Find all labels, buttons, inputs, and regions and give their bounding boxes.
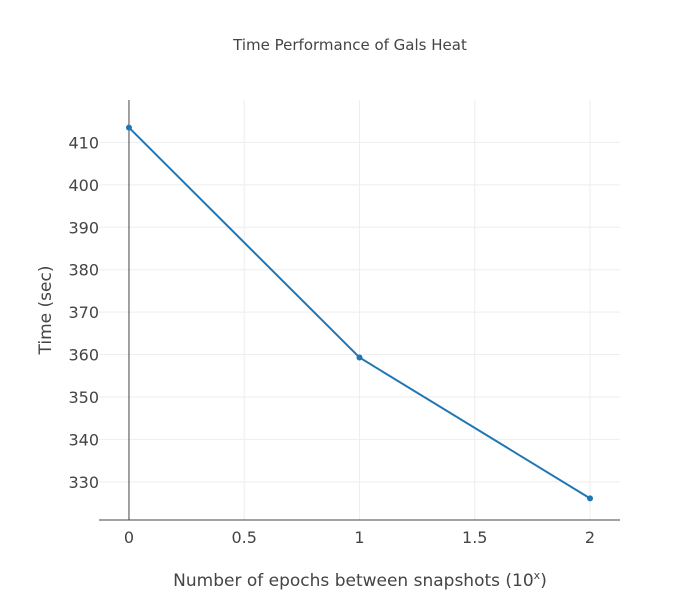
x-tick-label: 0 <box>124 528 134 547</box>
x-axis-title-suffix: ) <box>540 571 547 591</box>
x-tick-label: 2 <box>585 528 595 547</box>
y-tick-label: 370 <box>68 303 99 322</box>
x-tick-label: 1.5 <box>462 528 487 547</box>
y-tick-label: 360 <box>68 346 99 365</box>
x-tick-label: 0.5 <box>232 528 257 547</box>
y-tick-label: 390 <box>68 218 99 237</box>
data-point[interactable] <box>125 124 132 131</box>
y-axis-title: Time (sec) <box>36 266 56 356</box>
data-point[interactable] <box>356 354 363 361</box>
x-axis-title-main: Number of epochs between snapshots (10 <box>173 571 534 591</box>
y-tick-label: 400 <box>68 176 99 195</box>
x-axis-title: Number of epochs between snapshots (10x) <box>173 569 547 591</box>
x-tick-labels: 0 0.5 1 1.5 2 <box>124 528 595 547</box>
y-tick-label: 410 <box>68 133 99 152</box>
x-tick-label: 1 <box>354 528 364 547</box>
series-layer <box>125 124 594 502</box>
grid <box>99 100 620 520</box>
y-tick-label: 330 <box>68 473 99 492</box>
chart-title: Time Performance of Gals Heat <box>232 36 467 54</box>
x-axis-title-superscript: x <box>534 569 541 582</box>
y-tick-labels: 330 340 350 360 370 380 390 400 410 <box>68 133 99 491</box>
data-point[interactable] <box>587 495 594 502</box>
y-tick-label: 340 <box>68 430 99 449</box>
y-tick-label: 380 <box>68 261 99 280</box>
axes <box>99 100 620 521</box>
y-tick-label: 350 <box>68 388 99 407</box>
